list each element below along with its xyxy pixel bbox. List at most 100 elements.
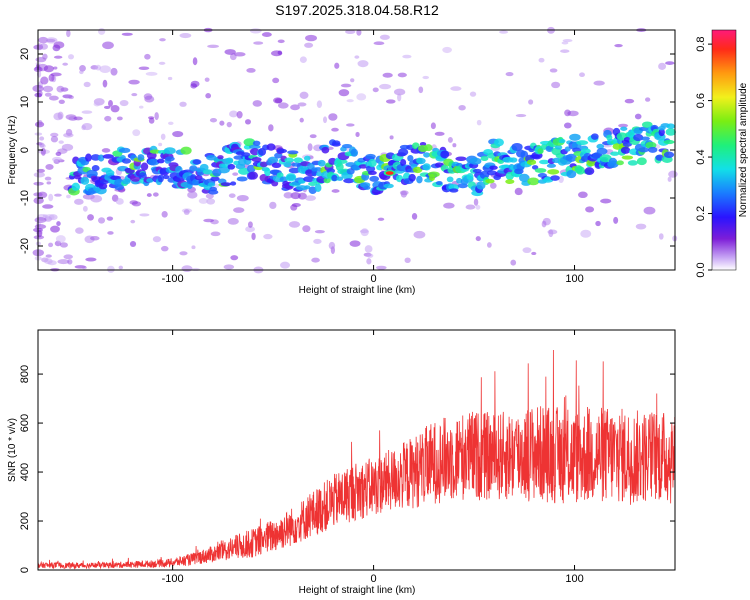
ridge-blob	[157, 174, 164, 183]
noise-speckle	[233, 52, 246, 57]
noise-speckle	[302, 225, 311, 233]
noise-speckle	[36, 168, 45, 173]
noise-speckle	[93, 101, 101, 107]
ridge-blob	[199, 163, 209, 172]
colorbar-label: Normalized spectral amplitude	[738, 82, 749, 217]
noise-speckle	[263, 233, 273, 240]
ridge-blob	[210, 176, 220, 182]
noise-speckle	[514, 187, 523, 196]
noise-speckle	[273, 97, 283, 104]
noise-speckle	[110, 105, 120, 113]
noise-speckle	[118, 265, 124, 270]
chart-title: S197.2025.318.04.58.R12	[275, 2, 439, 18]
noise-speckle	[119, 99, 129, 107]
noise-speckle	[95, 64, 102, 71]
noise-speckle	[224, 49, 236, 55]
ridge-blob	[666, 123, 675, 130]
noise-speckle	[331, 127, 339, 132]
noise-speckle	[144, 53, 151, 60]
noise-speckle	[204, 77, 210, 82]
noise-speckle	[45, 37, 58, 44]
ridge-blob	[658, 128, 665, 137]
noise-speckle	[246, 68, 256, 73]
noise-speckle	[79, 70, 84, 75]
x-tick-label: 100	[565, 273, 583, 285]
ridge-blob	[80, 176, 90, 185]
ridge-blob	[486, 170, 497, 176]
noise-speckle	[307, 143, 313, 152]
noise-speckle	[79, 65, 86, 72]
ridge-blob	[303, 176, 315, 183]
ridge-blob	[274, 152, 283, 159]
ridge-blob	[287, 150, 299, 155]
ridge-blob	[238, 167, 250, 175]
noise-speckle	[49, 95, 59, 101]
ridge-blob	[505, 179, 515, 185]
noise-speckle	[53, 55, 63, 59]
noise-speckle	[102, 41, 114, 50]
noise-speckle	[152, 192, 159, 197]
noise-speckle	[104, 115, 112, 122]
snr-plot-area	[38, 330, 675, 570]
noise-speckle	[57, 259, 70, 265]
noise-speckle	[187, 191, 198, 199]
ridge-blob	[616, 160, 624, 166]
ridge-blob	[209, 186, 218, 192]
ridge-blob	[317, 159, 326, 167]
noise-speckle	[393, 88, 406, 96]
noise-speckle	[379, 83, 392, 90]
noise-speckle	[101, 148, 111, 153]
noise-speckle	[43, 65, 55, 73]
noise-speckle	[338, 89, 350, 97]
noise-speckle	[97, 28, 106, 35]
noise-speckle	[346, 123, 355, 127]
x-tick-label: 100	[565, 573, 583, 585]
noise-speckle	[531, 251, 537, 256]
noise-speckle	[90, 194, 103, 203]
noise-speckle	[57, 111, 64, 120]
noise-speckle	[331, 189, 340, 193]
noise-speckle	[277, 39, 285, 44]
ridge-blob	[622, 141, 633, 147]
noise-speckle	[560, 49, 570, 53]
noise-speckle	[210, 231, 221, 237]
ridge-blob	[363, 185, 371, 190]
noise-speckle	[561, 41, 569, 45]
ridge-blob	[283, 161, 292, 168]
noise-speckle	[232, 172, 239, 176]
y-tick-label: 0	[19, 147, 31, 153]
noise-speckle	[442, 46, 452, 54]
noise-speckle	[413, 230, 426, 239]
noise-speckle	[356, 29, 362, 36]
ridge-blob	[633, 133, 644, 142]
ridge-blob	[647, 146, 658, 153]
noise-speckle	[236, 194, 249, 202]
spectrogram-blobs	[32, 26, 678, 274]
noise-speckle	[138, 66, 150, 70]
ridge-blob	[321, 146, 330, 154]
noise-speckle	[39, 142, 45, 148]
y-tick-label: 20	[19, 48, 31, 60]
noise-speckle	[50, 135, 59, 143]
ridge-blob	[266, 143, 276, 151]
noise-speckle	[385, 99, 396, 104]
ridge-blob	[546, 163, 557, 168]
noise-speckle	[81, 122, 93, 131]
noise-speckle	[563, 122, 572, 129]
ridge-blob	[641, 121, 653, 128]
noise-speckle	[323, 116, 328, 124]
noise-speckle	[152, 236, 162, 243]
noise-speckle	[46, 181, 52, 185]
noise-speckle	[290, 204, 298, 211]
noise-speckle	[434, 131, 445, 136]
noise-speckle	[203, 218, 215, 223]
noise-speckle	[44, 92, 52, 97]
ridge-blob	[285, 173, 297, 182]
noise-speckle	[110, 67, 118, 76]
y-tick-label: 800	[19, 365, 31, 383]
noise-speckle	[443, 202, 455, 209]
noise-speckle	[280, 261, 291, 269]
noise-speckle	[73, 116, 83, 121]
noise-speckle	[198, 198, 209, 204]
noise-speckle	[75, 227, 84, 234]
